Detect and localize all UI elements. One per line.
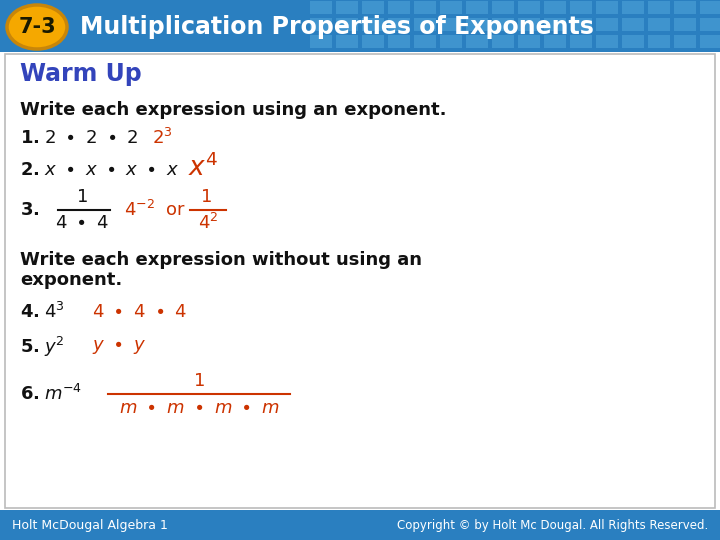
FancyBboxPatch shape [336,18,358,31]
Text: $\mathbf{3.}$: $\mathbf{3.}$ [20,201,40,219]
Text: $1$: $1$ [76,188,88,206]
FancyBboxPatch shape [492,18,514,31]
FancyBboxPatch shape [414,1,436,14]
Ellipse shape [7,5,67,49]
Text: Write each expression using an exponent.: Write each expression using an exponent. [20,101,446,119]
Text: $y^2$: $y^2$ [44,335,65,359]
FancyBboxPatch shape [414,35,436,48]
FancyBboxPatch shape [362,35,384,48]
FancyBboxPatch shape [466,18,488,31]
FancyBboxPatch shape [388,1,410,14]
FancyBboxPatch shape [492,35,514,48]
Text: $m^{-4}$: $m^{-4}$ [44,384,82,404]
Text: $2^3$: $2^3$ [152,128,173,148]
FancyBboxPatch shape [5,54,715,508]
FancyBboxPatch shape [518,1,540,14]
FancyBboxPatch shape [440,35,462,48]
FancyBboxPatch shape [700,35,720,48]
FancyBboxPatch shape [544,18,566,31]
FancyBboxPatch shape [570,35,592,48]
Text: 7-3: 7-3 [18,17,56,37]
FancyBboxPatch shape [622,18,644,31]
Text: $\mathbf{2.}$: $\mathbf{2.}$ [20,161,40,179]
FancyBboxPatch shape [674,35,696,48]
Text: $4\ \bullet\ 4$: $4\ \bullet\ 4$ [55,214,109,232]
Text: Holt McDougal Algebra 1: Holt McDougal Algebra 1 [12,518,168,531]
Text: Multiplication Properties of Exponents: Multiplication Properties of Exponents [80,15,594,39]
Text: $4^{-2}$: $4^{-2}$ [124,200,155,220]
FancyBboxPatch shape [310,35,332,48]
FancyBboxPatch shape [700,18,720,31]
FancyBboxPatch shape [674,18,696,31]
FancyBboxPatch shape [518,18,540,31]
FancyBboxPatch shape [388,35,410,48]
FancyBboxPatch shape [570,1,592,14]
Text: Warm Up: Warm Up [20,62,142,86]
Text: $4^3$: $4^3$ [44,302,65,322]
FancyBboxPatch shape [674,1,696,14]
FancyBboxPatch shape [518,35,540,48]
Text: $\mathbf{6.}$: $\mathbf{6.}$ [20,385,40,403]
Text: $x\ \bullet\ x\ \bullet\ x\ \bullet\ x$: $x\ \bullet\ x\ \bullet\ x\ \bullet\ x$ [44,161,179,179]
FancyBboxPatch shape [700,1,720,14]
FancyBboxPatch shape [466,35,488,48]
FancyBboxPatch shape [570,18,592,31]
FancyBboxPatch shape [544,1,566,14]
Text: exponent.: exponent. [20,271,122,289]
Text: $4^2$: $4^2$ [198,213,218,233]
FancyBboxPatch shape [596,35,618,48]
FancyBboxPatch shape [622,1,644,14]
Text: $\mathit{x}^4$: $\mathit{x}^4$ [188,154,218,183]
Text: $\mathbf{1.}$: $\mathbf{1.}$ [20,129,40,147]
FancyBboxPatch shape [648,1,670,14]
FancyBboxPatch shape [0,0,720,52]
FancyBboxPatch shape [466,1,488,14]
Text: $1$: $1$ [193,372,205,390]
FancyBboxPatch shape [440,18,462,31]
Text: Copyright © by Holt Mc Dougal. All Rights Reserved.: Copyright © by Holt Mc Dougal. All Right… [397,518,708,531]
Text: $2\ \bullet\ 2\ \bullet\ 2$: $2\ \bullet\ 2\ \bullet\ 2$ [44,129,138,147]
Text: $\mathbf{5.}$: $\mathbf{5.}$ [20,338,40,356]
FancyBboxPatch shape [362,18,384,31]
FancyBboxPatch shape [492,1,514,14]
FancyBboxPatch shape [648,18,670,31]
FancyBboxPatch shape [544,35,566,48]
FancyBboxPatch shape [0,510,720,540]
FancyBboxPatch shape [336,35,358,48]
FancyBboxPatch shape [414,18,436,31]
Text: Write each expression without using an: Write each expression without using an [20,251,422,269]
Text: $\mathrm{or}$: $\mathrm{or}$ [165,201,185,219]
FancyBboxPatch shape [336,1,358,14]
FancyBboxPatch shape [596,18,618,31]
FancyBboxPatch shape [310,18,332,31]
FancyBboxPatch shape [440,1,462,14]
Text: $\mathit{m}\ \bullet\ \mathit{m}\ \bullet\ \mathit{m}\ \bullet\ \mathit{m}$: $\mathit{m}\ \bullet\ \mathit{m}\ \bulle… [119,399,279,417]
Text: $4\ \bullet\ 4\ \bullet\ 4$: $4\ \bullet\ 4\ \bullet\ 4$ [92,303,187,321]
FancyBboxPatch shape [388,18,410,31]
FancyBboxPatch shape [648,35,670,48]
FancyBboxPatch shape [596,1,618,14]
FancyBboxPatch shape [310,1,332,14]
FancyBboxPatch shape [362,1,384,14]
Text: $\mathbf{4.}$: $\mathbf{4.}$ [20,303,40,321]
Text: $1$: $1$ [200,188,212,206]
FancyBboxPatch shape [622,35,644,48]
Text: $\mathit{y}\ \bullet\ \mathit{y}$: $\mathit{y}\ \bullet\ \mathit{y}$ [92,338,146,356]
